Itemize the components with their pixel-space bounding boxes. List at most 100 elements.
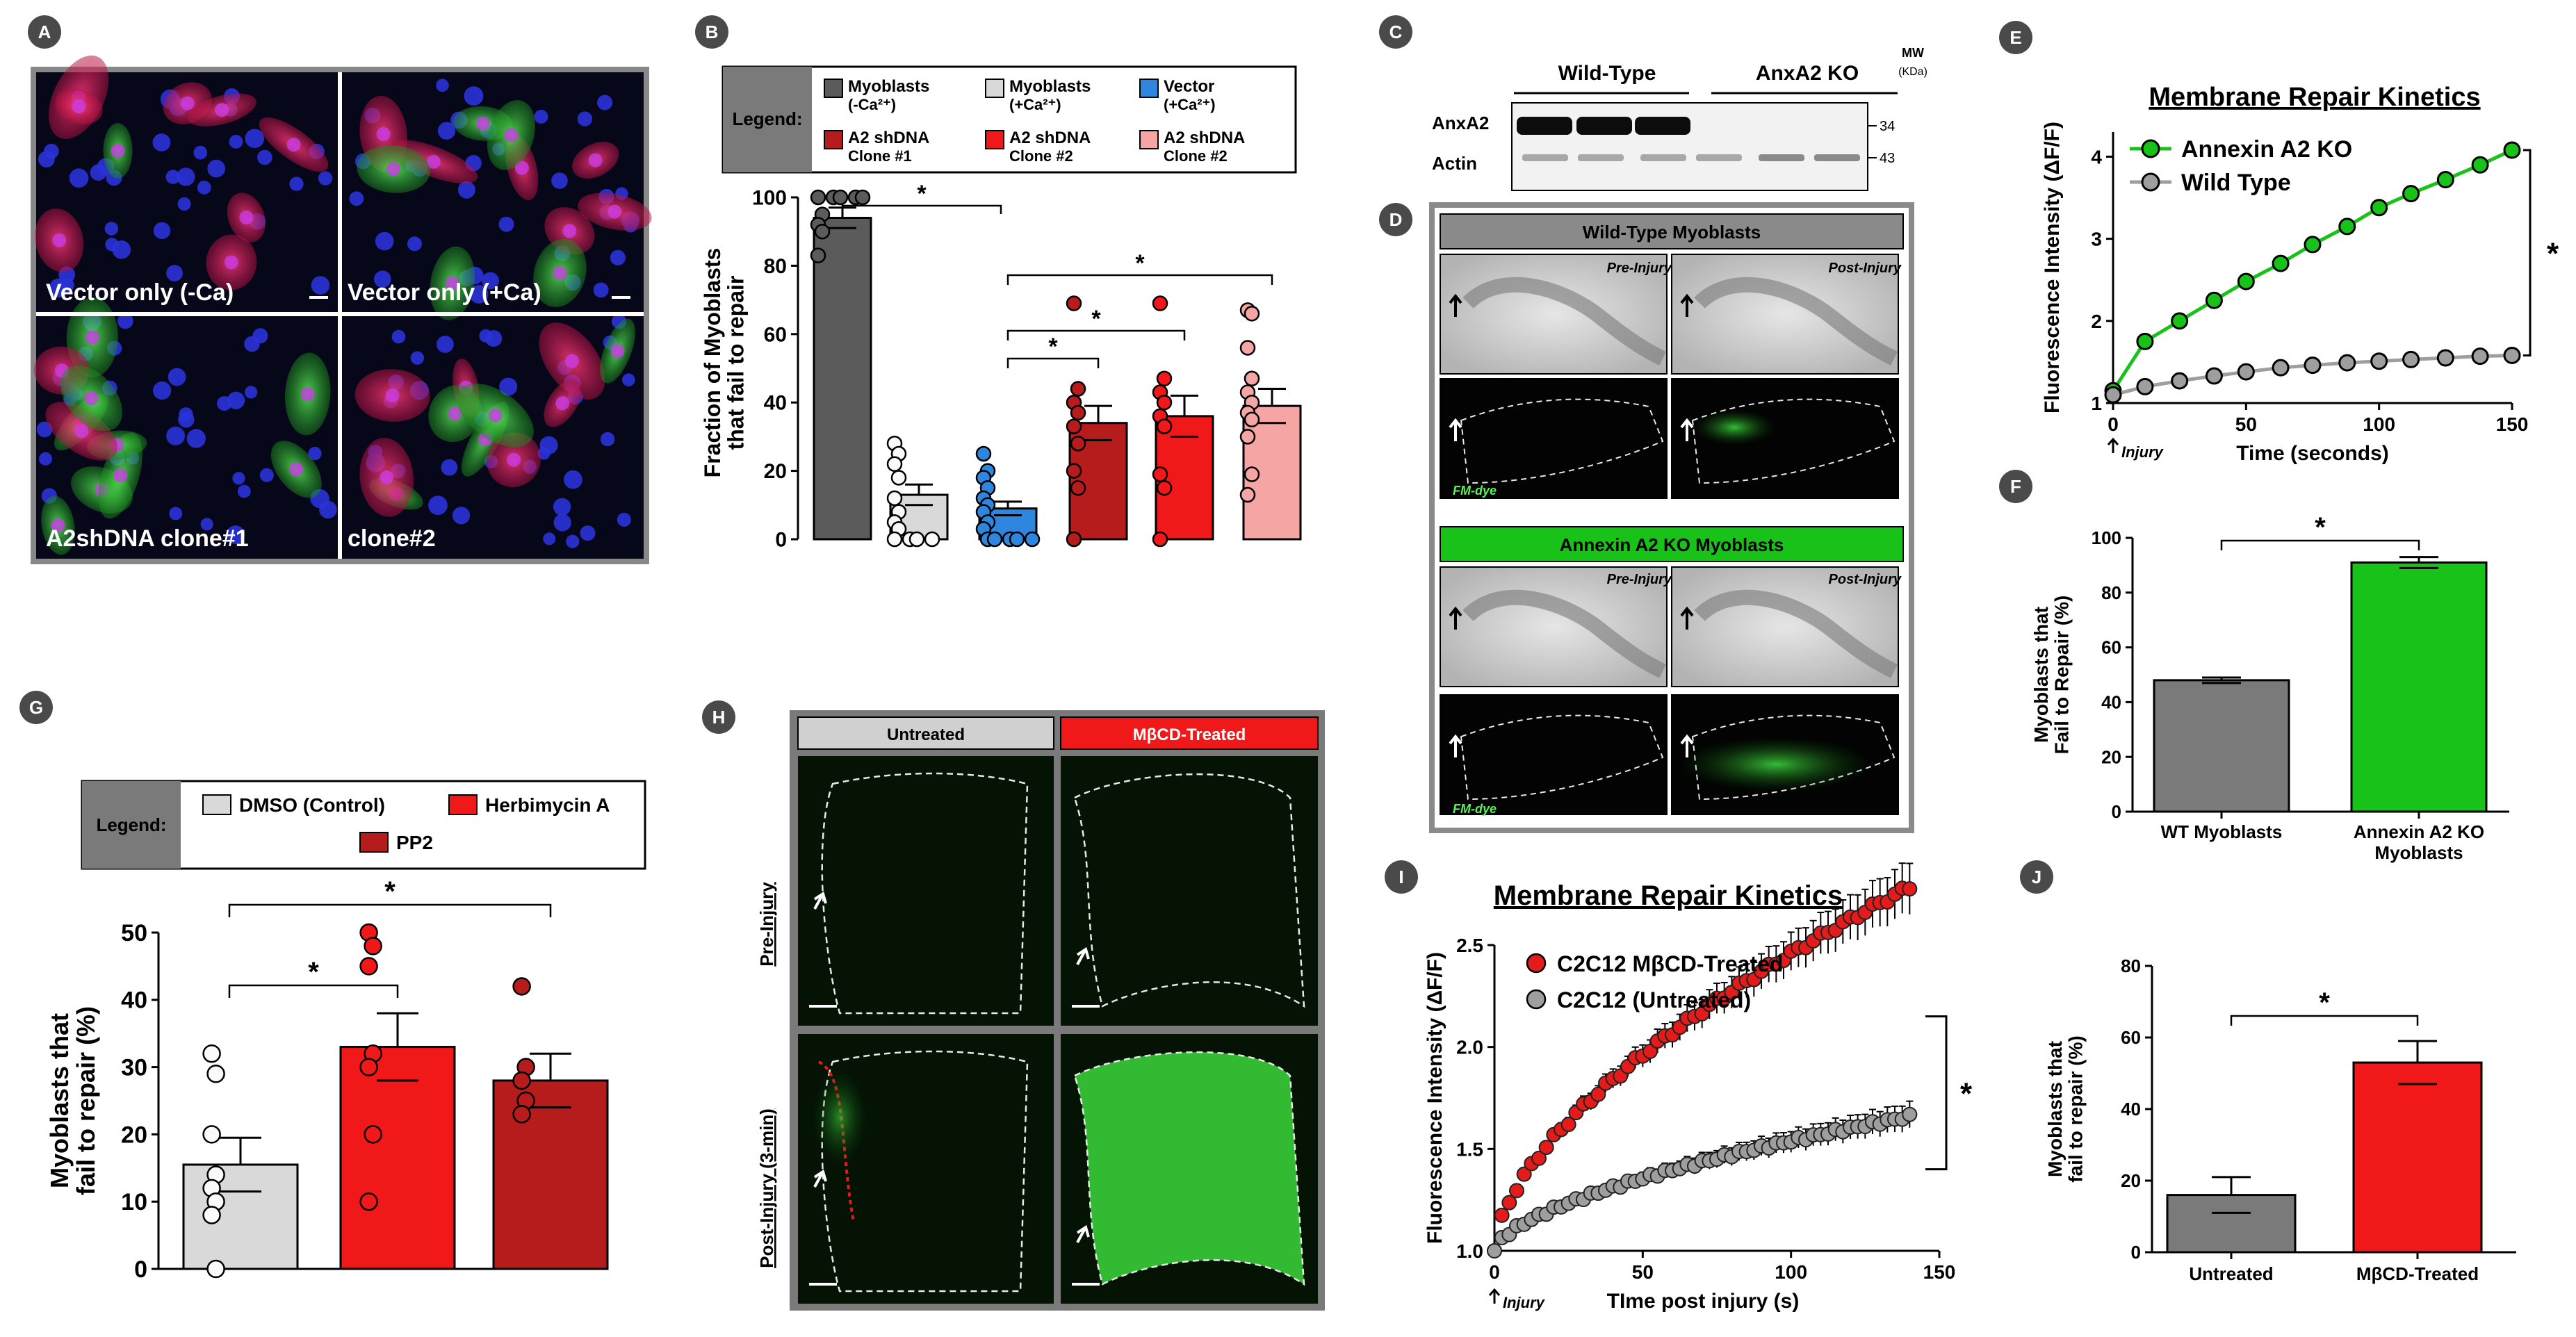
nucleus-merged (562, 224, 577, 238)
data-point (2402, 185, 2420, 203)
data-point (975, 445, 992, 462)
significance-star: * (308, 957, 319, 987)
legend-entry: C2C12 MβCD-Treated (1557, 951, 1783, 976)
nucleus (499, 377, 518, 396)
panel-c: C Wild-Type AnxA2 KO MW (KDa) AnxA2 Acti… (1379, 15, 1927, 191)
x-tick-label: Annexin A2 KO (2354, 821, 2484, 842)
panel-d-badge (1379, 203, 1412, 236)
cell-outline (1460, 398, 1664, 484)
injury-arrow (1076, 1224, 1090, 1243)
chart-title: Membrane Repair Kinetics (1494, 880, 1843, 911)
dic-image (1440, 254, 1668, 375)
nucleus-merged (507, 452, 521, 467)
data-point (1156, 479, 1173, 496)
panel-f: F 0 20 40 60 80 100 Myoblasts thatFail to Repa… (1999, 470, 2509, 863)
injury-arrow (1488, 1288, 1501, 1304)
nucleus-merged (52, 233, 67, 247)
nucleus (469, 285, 489, 304)
legend-marker (1526, 953, 1547, 974)
significance-star: * (2319, 987, 2330, 1018)
panel-a-badge (28, 15, 61, 49)
bar (2350, 561, 2488, 813)
nucleus (186, 429, 206, 448)
y-tick-label: 20 (2121, 1170, 2141, 1191)
nucleus (237, 484, 251, 498)
legend-entries: DMSO (Control) Herbimycin A PP2 (202, 794, 610, 853)
data-point (1516, 1166, 1532, 1182)
data-point (2338, 354, 2356, 372)
y-tick-label: 40 (2101, 692, 2121, 713)
legend-entry: PP2 (396, 832, 433, 853)
legend-entry-sub: Clone #1 (848, 147, 912, 165)
data-point (1156, 418, 1173, 434)
legend-entry: Myoblasts (848, 77, 929, 96)
panel-h-badge (702, 700, 735, 734)
nucleus-merged (286, 138, 301, 152)
dic-cell (1694, 277, 1898, 366)
y-tick-label: 60 (764, 323, 787, 346)
bar (813, 217, 872, 541)
nucleus (436, 79, 449, 92)
panel-g-badge (19, 691, 53, 724)
data-point (2304, 236, 2322, 254)
nucleus-merged (239, 211, 254, 224)
legend-entry: A2 shDNA (848, 129, 929, 147)
y-tick-label: 3 (2091, 229, 2102, 250)
y-tick-label: 80 (2101, 582, 2121, 603)
dic-cell (1462, 589, 1666, 678)
micrograph-label-clone2: clone#2 (348, 525, 436, 552)
panel-a-letter: A (38, 22, 51, 42)
label-post-injury: Post-Injury (1829, 261, 1902, 276)
nucleus (245, 386, 258, 399)
y-tick-label: 20 (2101, 746, 2121, 767)
data-point (2104, 386, 2122, 404)
blot-group-label: Wild-Type (1558, 62, 1656, 85)
data-point (2171, 312, 2189, 330)
nucleus (200, 518, 213, 531)
significance-bracket (2230, 1015, 2419, 1026)
data-point (2436, 349, 2454, 367)
fluorescence-image (1440, 378, 1668, 499)
chart-j: 0 20 40 60 80 Myoblasts thatfail to repair (%… (2044, 955, 2516, 1284)
data-point (1009, 531, 1025, 548)
legend-box (722, 65, 1297, 174)
panel-h-header-mbcd (1060, 716, 1319, 750)
injury-arrow (1449, 606, 1462, 630)
data-point (1070, 479, 1086, 496)
blot-row-label: AnxA2 (1432, 113, 1489, 133)
nucleus (551, 172, 568, 189)
panel-b-badge (695, 15, 728, 49)
data-point (1560, 1117, 1576, 1133)
nucleus-merged (111, 143, 125, 158)
injury-arrow (813, 891, 827, 910)
data-point (2503, 346, 2521, 364)
data-point (1244, 411, 1260, 428)
legend-entry: Vector (1164, 77, 1214, 96)
x-tick-label: Untreated (2189, 1263, 2273, 1284)
mw-value: 34 (1880, 119, 1895, 134)
nucleus (177, 197, 191, 211)
dic-cell (1462, 277, 1666, 366)
injury-arrow (1680, 606, 1694, 630)
data-point (1066, 463, 1082, 479)
data-point (1152, 531, 1168, 548)
legend-marker (2141, 172, 2160, 192)
panel-d-header-ko (1440, 526, 1904, 562)
panel-d-header-ko-text: Annexin A2 KO Myoblasts (1560, 534, 1784, 555)
y-tick-label: 0 (134, 1256, 147, 1283)
nucleus (178, 411, 195, 428)
nucleus (543, 532, 556, 546)
bar (2166, 1194, 2297, 1254)
nucleus-merged (180, 96, 195, 110)
data-point (2402, 350, 2420, 368)
legend-entry: Myoblasts (1009, 77, 1091, 96)
blot-row-label: Actin (1432, 153, 1477, 174)
data-point (2136, 332, 2154, 350)
legend-swatch (1139, 130, 1159, 149)
x-tick-label: 150 (2496, 413, 2529, 435)
panel-d-header-wt-text: Wild-Type Myoblasts (1583, 222, 1761, 243)
nucleus-merged (553, 265, 567, 280)
data-point (2237, 363, 2255, 381)
legend-entry-sub: Clone #2 (1164, 147, 1228, 165)
y-tick-label: 10 (121, 1189, 147, 1215)
